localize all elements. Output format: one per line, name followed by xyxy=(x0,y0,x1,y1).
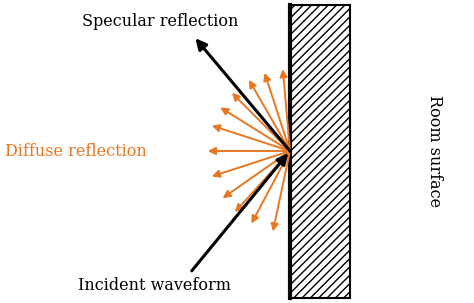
Text: Diffuse reflection: Diffuse reflection xyxy=(5,142,147,159)
Text: Specular reflection: Specular reflection xyxy=(82,12,238,29)
Text: Room surface: Room surface xyxy=(427,95,444,207)
Text: Incident waveform: Incident waveform xyxy=(79,277,231,294)
Bar xyxy=(290,5,350,298)
